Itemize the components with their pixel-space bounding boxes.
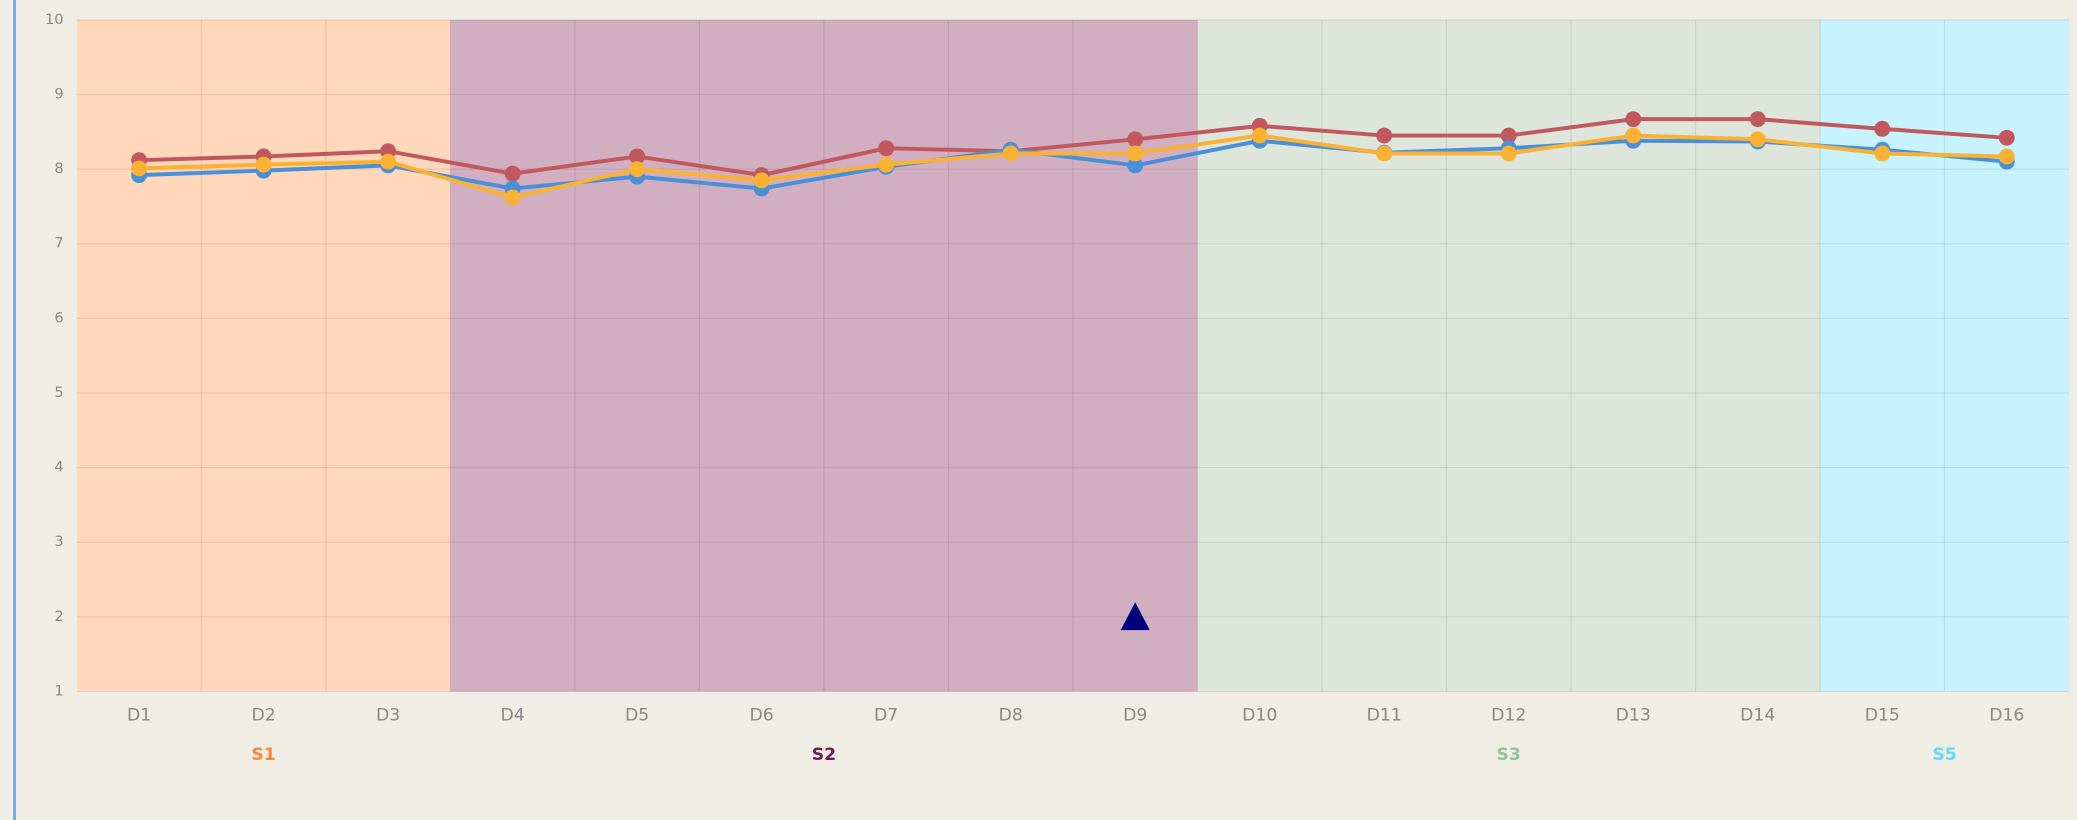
series-point — [380, 153, 397, 170]
series-point — [1749, 111, 1766, 128]
x-tick-label: D12 — [1491, 705, 1526, 725]
y-tick-label: 10 — [45, 11, 64, 28]
series-point — [1998, 129, 2015, 146]
x-tick-label: D4 — [501, 705, 525, 725]
series-point — [504, 189, 521, 206]
region-label: S3 — [1497, 745, 1521, 765]
y-tick-label: 6 — [54, 309, 63, 326]
x-tick-label: D1 — [127, 705, 151, 725]
series-point — [131, 160, 148, 177]
series-point — [1376, 145, 1393, 162]
series-point — [1127, 157, 1144, 174]
y-tick-label: 7 — [54, 235, 63, 252]
x-tick-label: D11 — [1367, 705, 1402, 725]
triangle-marker — [1120, 602, 1150, 631]
x-tick-label: D10 — [1242, 705, 1277, 725]
x-tick-label: D9 — [1123, 705, 1147, 725]
y-tick-label: 9 — [54, 86, 63, 103]
x-tick-label: D8 — [999, 705, 1023, 725]
series-point — [1625, 111, 1642, 128]
region — [76, 19, 451, 692]
x-tick-label: D6 — [750, 705, 774, 725]
y-tick-label: 3 — [54, 533, 63, 550]
region — [450, 19, 1198, 692]
region-label: S1 — [251, 745, 275, 765]
series-point — [1500, 145, 1517, 162]
series-point — [1625, 127, 1642, 144]
x-tick-label: D3 — [376, 705, 400, 725]
series-point — [753, 172, 770, 189]
region-label: S2 — [812, 745, 836, 765]
series-point — [878, 140, 895, 157]
series-point — [878, 156, 895, 173]
series-point — [1127, 145, 1144, 162]
series-point — [1251, 127, 1268, 144]
x-tick-label: D7 — [874, 705, 898, 725]
y-tick-label: 8 — [54, 160, 63, 177]
x-tick-label: D14 — [1740, 705, 1775, 725]
y-tick-label: 1 — [54, 682, 63, 699]
series-point — [504, 165, 521, 182]
region-label: S5 — [1932, 745, 1956, 765]
series-point — [1376, 127, 1393, 144]
series-point — [1749, 131, 1766, 148]
series-point — [1874, 120, 1891, 137]
series-point — [629, 161, 646, 178]
x-tick-label: D15 — [1865, 705, 1900, 725]
series-line — [139, 138, 2007, 191]
series-point — [629, 148, 646, 165]
series-point — [1874, 145, 1891, 162]
y-tick-label: 5 — [54, 384, 63, 401]
x-tick-label: D16 — [1989, 705, 2024, 725]
series-line — [139, 133, 2007, 200]
series-line — [139, 117, 2007, 178]
series-point — [1998, 148, 2015, 165]
y-tick-label: 4 — [54, 459, 63, 476]
series-point — [1002, 145, 1019, 162]
x-tick-label: D13 — [1616, 705, 1651, 725]
series-point — [255, 156, 272, 173]
series-point — [1500, 127, 1517, 144]
x-tick-label: D2 — [251, 705, 275, 725]
y-tick-label: 2 — [54, 608, 63, 625]
x-tick-label: D5 — [625, 705, 649, 725]
series-point — [1127, 131, 1144, 148]
